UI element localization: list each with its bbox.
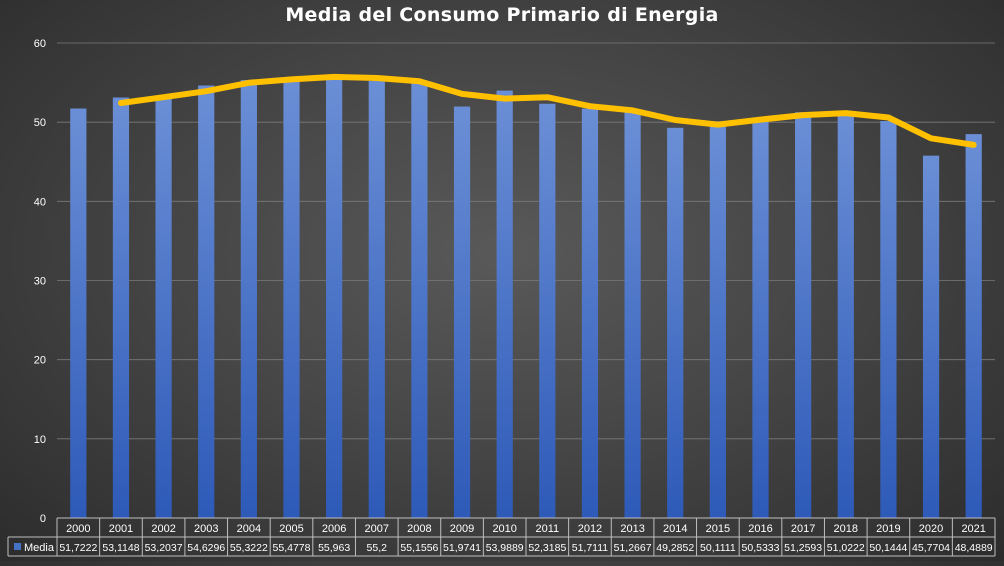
bar [453, 106, 471, 518]
y-tick-label: 20 [34, 355, 46, 367]
x-tick-label: 2018 [834, 523, 858, 535]
x-tick-label: 2009 [450, 523, 474, 535]
data-label: 45,7704 [912, 542, 950, 554]
data-label: 55,2 [367, 542, 388, 554]
bar [795, 112, 812, 518]
data-label: 53,9889 [486, 542, 524, 554]
bar [624, 112, 641, 519]
x-tick-label: 2016 [748, 523, 772, 535]
data-label: 52,3185 [528, 542, 566, 554]
bar [539, 103, 556, 518]
bar [283, 78, 300, 518]
x-tick-label: 2019 [876, 523, 900, 535]
bar [240, 80, 257, 518]
data-label: 48,4889 [955, 542, 993, 554]
x-tick-label: 2014 [663, 523, 687, 535]
x-tick-label: 2010 [492, 523, 516, 535]
data-label: 49,2852 [656, 542, 694, 554]
bar [667, 127, 684, 518]
x-tick-label: 2020 [919, 523, 943, 535]
bar [368, 81, 385, 518]
y-tick-label: 40 [34, 196, 46, 208]
data-label: 51,2667 [614, 542, 652, 554]
data-label: 53,2037 [145, 542, 183, 554]
bar [411, 81, 428, 518]
bar [198, 85, 215, 519]
data-label: 50,1111 [700, 542, 736, 554]
y-tick-label: 30 [34, 276, 46, 288]
x-tick-label: 2006 [322, 523, 346, 535]
data-label: 55,963 [318, 542, 350, 554]
data-label: 55,1556 [400, 542, 438, 554]
bar [922, 155, 940, 518]
x-tick-label: 2017 [791, 523, 815, 535]
x-tick-label: 2004 [237, 523, 261, 535]
bar [496, 90, 513, 518]
bar [880, 121, 897, 518]
x-tick-label: 2011 [535, 523, 559, 535]
trendline [118, 73, 977, 148]
data-label: 53,1148 [102, 542, 139, 554]
x-tick-label: 2021 [961, 523, 985, 535]
data-label: 54,6296 [187, 542, 225, 554]
y-tick-label: 0 [40, 513, 46, 525]
data-label: 50,5333 [742, 542, 780, 554]
bar [709, 121, 726, 519]
y-tick-label: 10 [34, 434, 46, 446]
data-label: 51,9741 [443, 542, 481, 554]
y-tick-label: 60 [34, 38, 46, 50]
chart-title: Media del Consumo Primario di Energia [285, 4, 719, 26]
x-tick-label: 2002 [151, 523, 175, 535]
data-label: 55,4778 [273, 542, 311, 554]
bar [581, 108, 599, 519]
legend-swatch [14, 543, 21, 550]
bar [965, 134, 982, 518]
data-label: 51,7111 [572, 542, 609, 554]
x-tick-label: 2007 [365, 523, 389, 535]
x-tick-label: 2008 [407, 523, 431, 535]
data-label: 51,0222 [827, 542, 865, 554]
bar [70, 108, 87, 518]
x-tick-label: 2005 [279, 523, 303, 535]
x-tick-label: 2001 [109, 523, 133, 535]
x-tick-label: 2000 [66, 523, 90, 535]
data-label: 55,3222 [230, 542, 268, 554]
data-label: 51,2593 [784, 542, 822, 554]
bar [837, 114, 854, 518]
x-tick-label: 2015 [706, 523, 730, 535]
x-tick-label: 2013 [620, 523, 644, 535]
y-tick-label: 50 [34, 117, 46, 129]
legend-label: Media [24, 542, 55, 554]
data-label: 50,1444 [869, 542, 907, 554]
bar [326, 74, 343, 518]
bar [752, 117, 769, 519]
bar [155, 96, 172, 518]
data-label: 51,7222 [59, 542, 97, 554]
x-tick-label: 2012 [578, 523, 602, 535]
bar [112, 97, 130, 518]
x-tick-label: 2003 [194, 523, 218, 535]
